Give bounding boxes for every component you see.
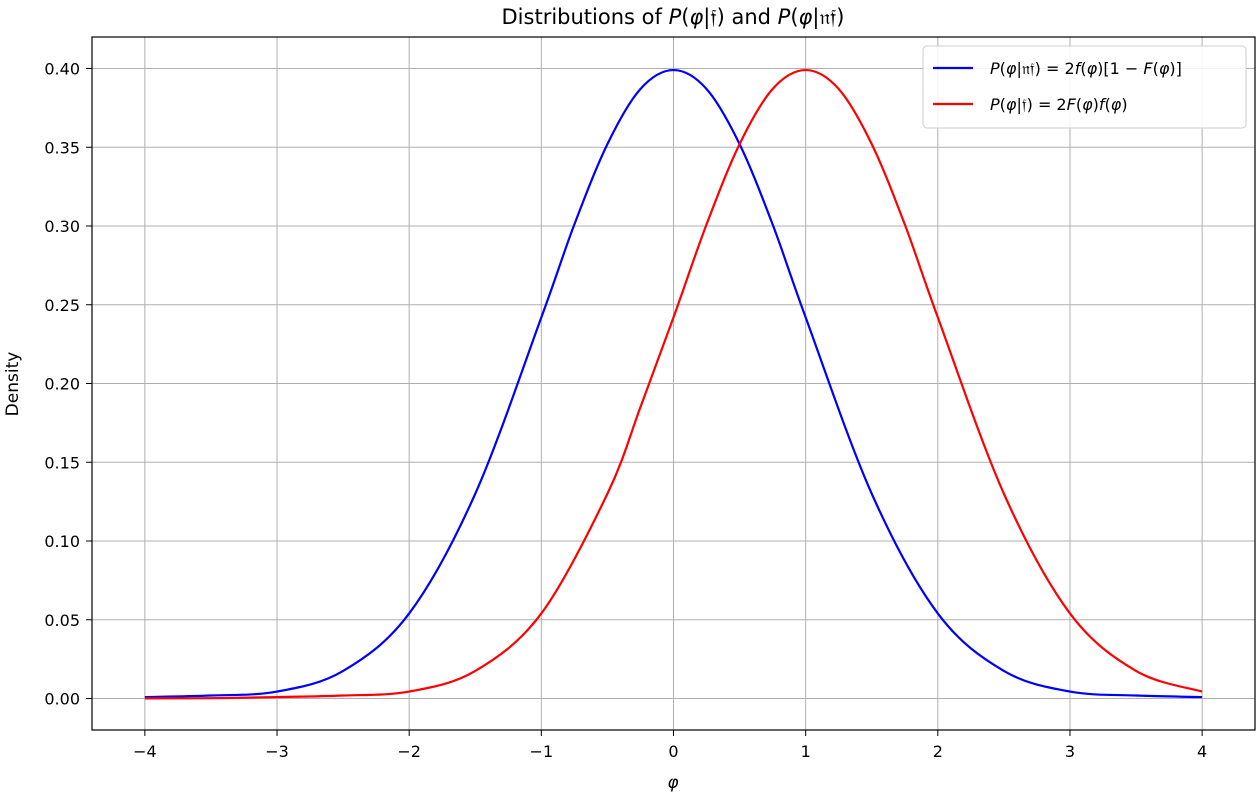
y-tick-label: 0.25 bbox=[44, 296, 80, 315]
legend-label-0: P(φ|𝔫𝔣) = 2f(φ)[1 − F(φ)] bbox=[990, 59, 1182, 78]
x-tick-label: −4 bbox=[133, 742, 157, 761]
x-tick-label: 3 bbox=[1065, 742, 1075, 761]
x-tick-label: −2 bbox=[397, 742, 421, 761]
y-tick-label: 0.20 bbox=[44, 375, 80, 394]
x-tick-label: −1 bbox=[530, 742, 554, 761]
y-tick-label: 0.40 bbox=[44, 60, 80, 79]
legend-label-1: P(φ|𝔣) = 2F(φ)f(φ) bbox=[990, 95, 1128, 114]
x-axis-label: φ bbox=[667, 773, 679, 793]
y-tick-label: 0.30 bbox=[44, 217, 80, 236]
y-tick-label: 0.15 bbox=[44, 453, 80, 472]
x-axis: −4 −3 −2 −1 0 1 2 3 4 bbox=[133, 730, 1207, 761]
chart-title: Distributions of P(φ|𝔣) and P(φ|𝔫𝔣) bbox=[502, 5, 845, 30]
x-tick-label: 2 bbox=[933, 742, 943, 761]
series-lines bbox=[144, 68, 1203, 700]
y-tick-label: 0.10 bbox=[44, 532, 80, 551]
x-tick-label: 1 bbox=[801, 742, 811, 761]
y-axis: 0.00 0.05 0.10 0.15 0.20 0.25 0.30 0.35 0.40 bbox=[44, 60, 92, 709]
series-line-1 bbox=[144, 68, 1203, 700]
legend-box bbox=[922, 45, 1247, 129]
y-tick-label: 0.35 bbox=[44, 138, 80, 157]
x-tick-label: 0 bbox=[668, 742, 678, 761]
x-tick-label: −3 bbox=[265, 742, 289, 761]
y-tick-label: 0.05 bbox=[44, 611, 80, 630]
series-line-0 bbox=[144, 68, 1203, 699]
legend: P(φ|𝔫𝔣) = 2f(φ)[1 − F(φ)] P(φ|𝔣) = 2F(φ)f… bbox=[922, 45, 1247, 129]
grid bbox=[92, 37, 1255, 730]
x-tick-label: 4 bbox=[1197, 742, 1207, 761]
y-axis-label: Density bbox=[3, 352, 23, 417]
y-tick-label: 0.00 bbox=[44, 690, 80, 709]
